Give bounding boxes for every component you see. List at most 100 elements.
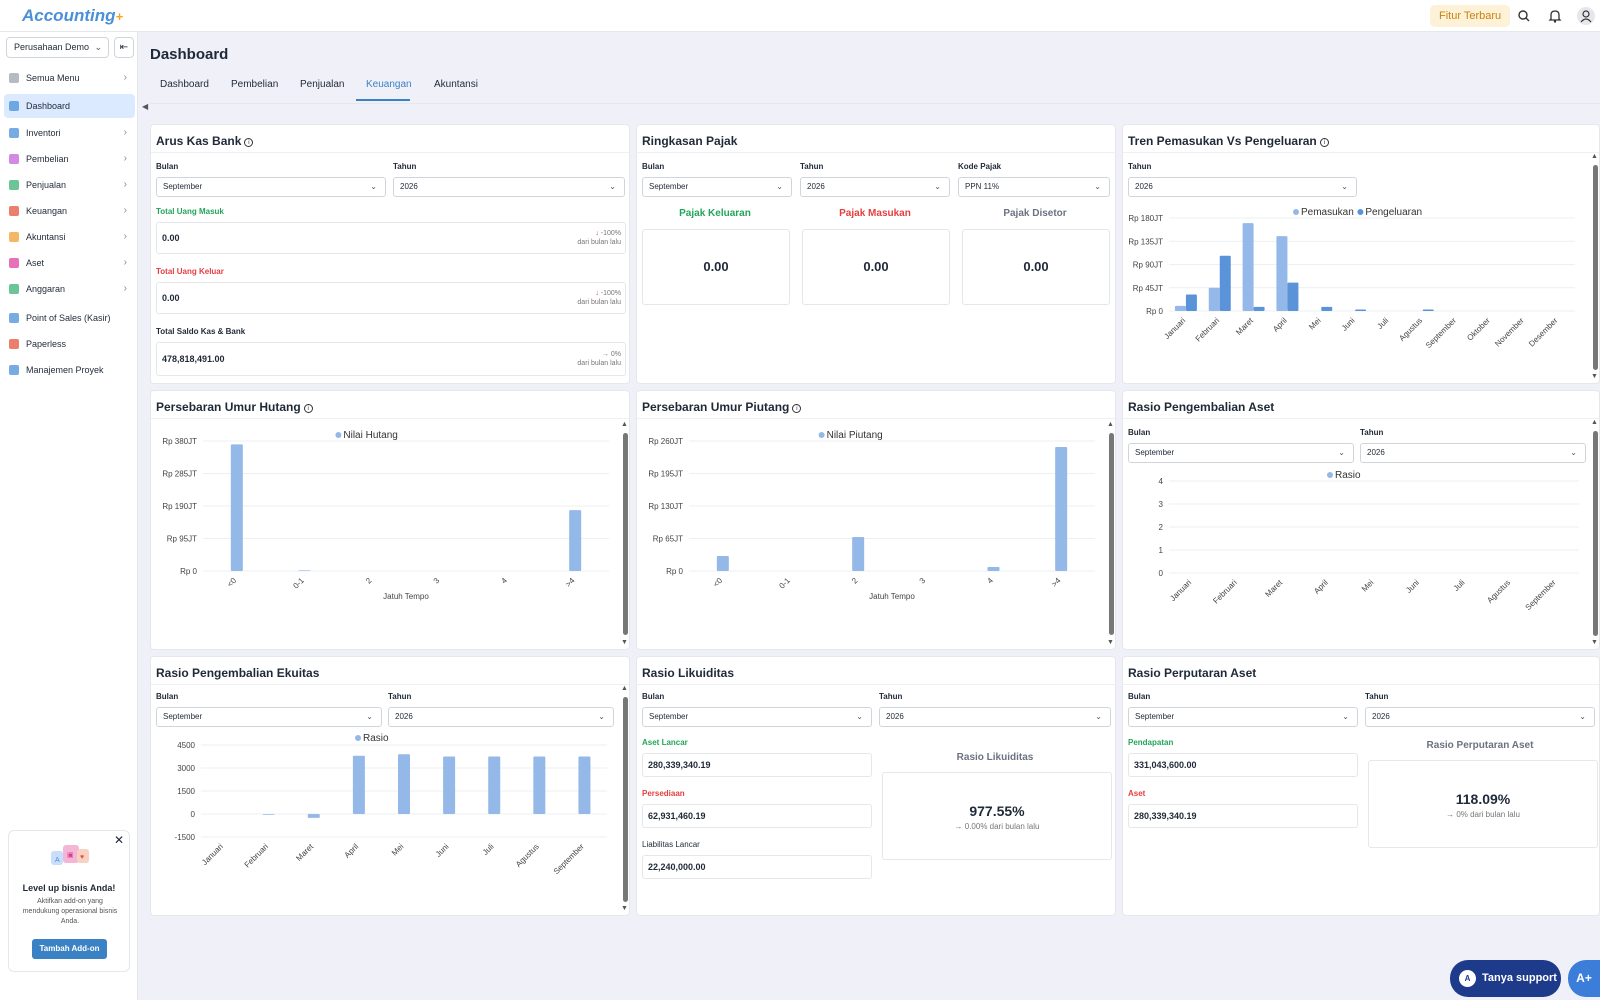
bell-icon[interactable] <box>1547 8 1563 24</box>
scroll-up-icon[interactable]: ▲ <box>1107 421 1114 428</box>
pajak-keluaran-value: 0.00 <box>642 229 790 305</box>
rasio-ekuitas-chart: Rasio -1500 0 1500 3000 4500 Januari Februari Ma… <box>175 733 607 876</box>
ratio-box: 977.55% → 0.00% dari bulan lalu <box>882 772 1112 860</box>
bulan-select[interactable]: September ⌄ <box>156 707 382 727</box>
tren-card: Tren Pemasukan Vs Pengeluaran i Tahun 202… <box>1122 124 1600 384</box>
uang-masuk-value: 0.00 ↓ -100% dari bulan lalu <box>156 222 626 254</box>
svg-text:▣: ▣ <box>67 852 74 859</box>
rasio-likuiditas-card: Rasio Likuiditas Bulan Tahun September ⌄ … <box>636 656 1116 916</box>
sidebar-item-semua-menu[interactable]: Semua Menu › <box>4 66 135 90</box>
scroll-up-icon[interactable]: ▲ <box>621 685 628 692</box>
tahun-select[interactable]: 2026 ⌄ <box>393 177 625 197</box>
scroll-up-icon[interactable]: ▲ <box>1591 419 1598 426</box>
sidebar-item-dashboard[interactable]: Dashboard <box>4 94 135 118</box>
scroll-down-icon[interactable]: ▼ <box>621 639 628 646</box>
tahun-select[interactable]: 2026 ⌄ <box>1360 443 1586 463</box>
ratio-change: → 0.00% dari bulan lalu <box>954 822 1040 831</box>
tahun-select[interactable]: 2026 ⌄ <box>879 707 1111 727</box>
liabilitas-value: 22,240,000.00 <box>642 855 872 879</box>
app-logo[interactable]: Accounting+ <box>22 6 124 25</box>
menu-icon <box>9 128 19 138</box>
info-icon[interactable]: i <box>303 404 313 413</box>
sidebar-item-penjualan[interactable]: Penjualan › <box>4 173 135 197</box>
assistant-fab-button[interactable]: A+ <box>1568 960 1600 997</box>
hutang-card: Persebaran Umur Hutang i Nilai Hutang Rp 0… <box>150 390 630 650</box>
tahun-select[interactable]: 2026 ⌄ <box>1365 707 1595 727</box>
menu-icon <box>9 73 19 83</box>
close-icon[interactable]: ✕ <box>113 833 124 847</box>
scrollbar[interactable] <box>1109 433 1114 635</box>
sidebar-item-anggaran[interactable]: Anggaran › <box>4 277 135 301</box>
scroll-up-icon[interactable]: ▲ <box>1591 153 1598 160</box>
y-tick-label: Rp 260JT <box>648 437 683 446</box>
info-icon[interactable]: i <box>792 404 802 413</box>
pajak-masukan-value: 0.00 <box>802 229 950 305</box>
company-selector[interactable]: Perusahaan Demo ⌄ <box>6 37 109 58</box>
user-avatar-icon[interactable] <box>1576 6 1596 26</box>
x-axis-title: Jatuh Tempo <box>383 592 429 601</box>
x-tick-label: 2 <box>364 576 374 586</box>
bulan-select[interactable]: September ⌄ <box>1128 707 1358 727</box>
y-tick-label: Rp 45JT <box>1133 284 1163 293</box>
y-tick-label: 1500 <box>177 787 195 796</box>
search-icon[interactable] <box>1516 8 1532 24</box>
sidebar-item-point-of-sales-kasir[interactable]: Point of Sales (Kasir) <box>4 306 135 330</box>
scroll-up-icon[interactable]: ▲ <box>621 421 628 428</box>
sidebar-item-keuangan[interactable]: Keuangan › <box>4 199 135 223</box>
sidebar-item-inventori[interactable]: Inventori › <box>4 121 135 145</box>
sidebar-item-label: Paperless <box>26 339 67 349</box>
bar <box>443 756 456 814</box>
scrollbar[interactable] <box>1593 165 1598 370</box>
bulan-select[interactable]: September ⌄ <box>642 707 872 727</box>
sidebar-item-pembelian[interactable]: Pembelian › <box>4 147 135 171</box>
x-tick-label: Juli <box>481 842 496 857</box>
scroll-down-icon[interactable]: ▼ <box>621 905 628 912</box>
y-tick-label: 0 <box>1159 569 1164 578</box>
tahun-select[interactable]: 2026 ⌄ <box>388 707 614 727</box>
x-tick-label: April <box>1271 316 1289 334</box>
scrollbar[interactable] <box>623 697 628 902</box>
sidebar-item-label: Dashboard <box>26 101 71 111</box>
scroll-down-icon[interactable]: ▼ <box>1591 639 1598 646</box>
scroll-down-icon[interactable]: ▼ <box>1591 373 1598 380</box>
kode-pajak-select[interactable]: PPN 11% ⌄ <box>958 177 1110 197</box>
ratio-label: Rasio Likuiditas <box>956 752 1034 763</box>
x-tick-label: September <box>552 842 586 876</box>
tahun-label: Tahun <box>879 692 903 701</box>
scroll-down-icon[interactable]: ▼ <box>1107 639 1114 646</box>
bulan-select[interactable]: September ⌄ <box>642 177 792 197</box>
tab-akuntansi[interactable]: Akuntansi <box>434 79 478 90</box>
tab-pembelian[interactable]: Pembelian <box>231 79 279 90</box>
divider <box>637 684 1115 685</box>
sidebar-item-label: Penjualan <box>26 180 67 190</box>
ratio-change: → 0% dari bulan lalu <box>1446 810 1520 819</box>
menu-icon <box>9 101 19 111</box>
bulan-select[interactable]: September ⌄ <box>1128 443 1354 463</box>
scrollbar[interactable] <box>623 433 628 635</box>
support-button[interactable]: A Tanya support <box>1450 960 1561 997</box>
sidebar-item-aset[interactable]: Aset › <box>4 251 135 275</box>
x-tick-label: Agustus <box>1397 316 1424 343</box>
tab-keuangan[interactable]: Keuangan <box>366 79 412 90</box>
tahun-label: Tahun <box>393 162 417 171</box>
bulan-select[interactable]: September ⌄ <box>156 177 386 197</box>
collapse-sidebar-button[interactable]: ⇤ <box>114 37 134 58</box>
sidebar-item-akuntansi[interactable]: Akuntansi › <box>4 225 135 249</box>
scrollbar[interactable] <box>1593 431 1598 636</box>
sidebar-item-label: Anggaran <box>26 284 66 294</box>
collapse-arrow-icon[interactable]: ◀ <box>142 102 149 111</box>
new-features-button[interactable]: Fitur Terbaru <box>1430 5 1511 27</box>
tab-penjualan[interactable]: Penjualan <box>300 79 345 90</box>
bulan-label: Bulan <box>1128 428 1151 437</box>
sidebar-item-paperless[interactable]: Paperless <box>4 332 135 356</box>
legend-marker <box>355 735 361 741</box>
info-icon[interactable]: i <box>1319 138 1329 147</box>
tahun-select[interactable]: 2026 ⌄ <box>800 177 950 197</box>
menu-icon <box>9 180 19 190</box>
tahun-select[interactable]: 2026 ⌄ <box>1128 177 1357 197</box>
pajak-disetor-value: 0.00 <box>962 229 1110 305</box>
tab-dashboard[interactable]: Dashboard <box>160 79 209 90</box>
sidebar-item-manajemen-proyek[interactable]: Manajemen Proyek <box>4 358 135 382</box>
add-addon-button[interactable]: Tambah Add-on <box>32 939 107 959</box>
info-icon[interactable]: i <box>244 138 254 147</box>
